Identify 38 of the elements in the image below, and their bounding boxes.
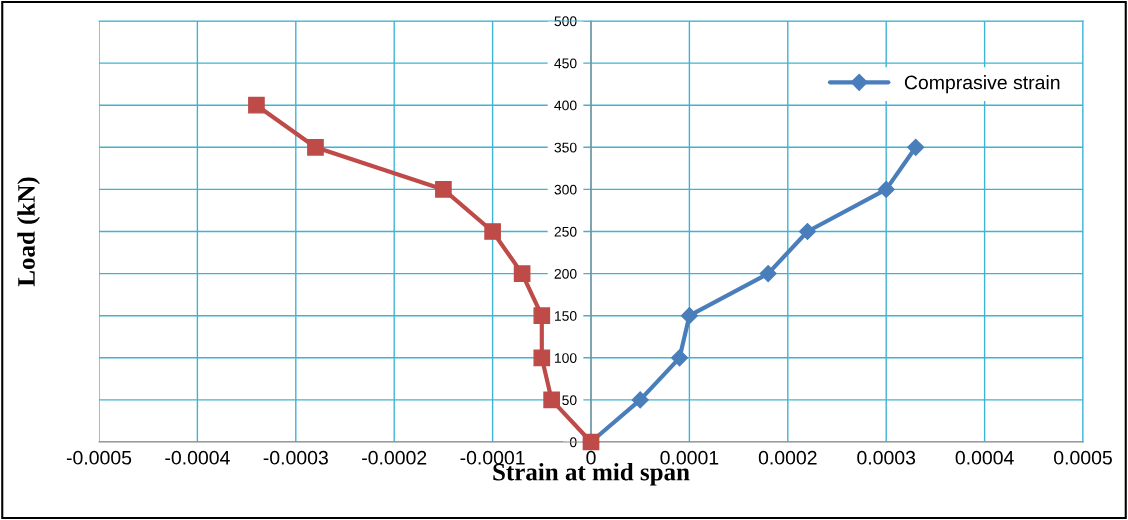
- x-tick-label: 0.0004: [955, 450, 1014, 465]
- y-axis-title: Load (kN): [17, 177, 40, 287]
- point: [513, 265, 531, 282]
- point: [307, 138, 324, 156]
- point: [435, 181, 452, 198]
- y-tick-label: 500: [554, 16, 577, 27]
- x-tick-label: 0.0003: [857, 450, 916, 465]
- point: [877, 180, 895, 198]
- point: [533, 349, 551, 367]
- y-tick-label: 100: [555, 353, 577, 363]
- point: [798, 222, 817, 241]
- point: [484, 223, 501, 240]
- point: [759, 265, 777, 283]
- x-tick-label: -0.0003: [263, 450, 328, 465]
- y-tick-label: 450: [554, 58, 577, 69]
- legend-label: Comprasive strain: [904, 75, 1060, 94]
- x-tick-label: -0.0002: [362, 450, 427, 465]
- y-tick-label: 400: [554, 100, 577, 111]
- y-tick-label: 150: [555, 311, 577, 321]
- x-tick-label: -0.0004: [165, 450, 230, 465]
- point: [907, 138, 925, 156]
- y-tick-label: 300: [554, 184, 577, 195]
- x-tick-label: 0.0005: [1054, 450, 1112, 465]
- x-tick-label: 0.0001: [660, 450, 719, 465]
- y-tick-label: 200: [554, 268, 577, 279]
- point: [671, 349, 689, 367]
- x-tick-label: -0.0001: [460, 450, 525, 465]
- point: [533, 307, 551, 325]
- point: [680, 307, 698, 325]
- y-tick-label: 50: [562, 395, 577, 406]
- point: [631, 391, 649, 409]
- y-tick-label: 350: [554, 142, 577, 153]
- point: [248, 96, 265, 114]
- point: [543, 391, 560, 409]
- y-tick-label: 250: [554, 226, 577, 237]
- x-tick-label: -0.0005: [66, 450, 132, 465]
- y-tick-label: 0: [569, 437, 577, 448]
- x-tick-label: 0.0002: [758, 450, 817, 465]
